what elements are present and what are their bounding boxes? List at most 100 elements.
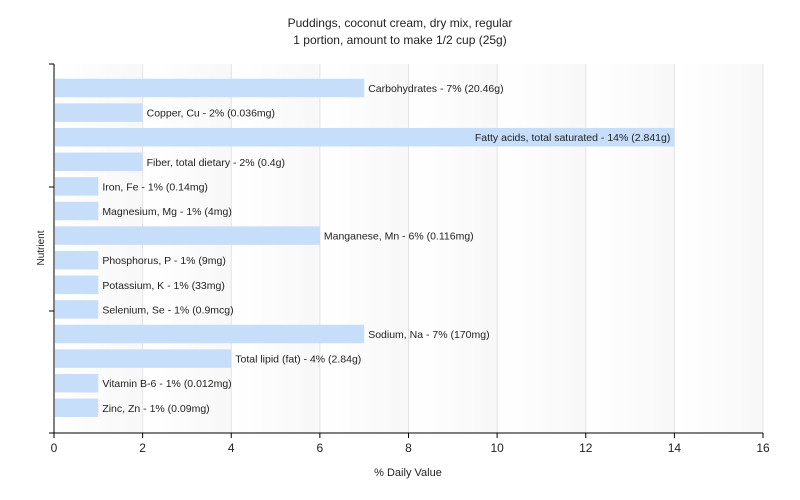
bar xyxy=(55,324,365,344)
bar xyxy=(55,300,99,319)
x-tick-label: 10 xyxy=(490,441,504,455)
bar-label: Sodium, Na - 7% (170mg) xyxy=(368,329,489,341)
plot-background-band xyxy=(223,64,232,433)
plot-background-band xyxy=(711,64,720,433)
plot-background-band xyxy=(637,64,646,433)
plot-background-band xyxy=(209,64,217,433)
plot-background-band xyxy=(696,64,705,433)
plot-background-band xyxy=(364,64,373,433)
plot-background-band xyxy=(231,64,240,433)
plot-background-band xyxy=(630,64,638,433)
plot-background-band xyxy=(600,64,609,433)
plot-background-band xyxy=(659,64,668,433)
plot-background-band xyxy=(607,64,616,433)
plot-background-band xyxy=(216,64,225,433)
bar xyxy=(55,349,232,368)
plot-background-band xyxy=(260,64,269,433)
plot-background-band xyxy=(120,64,129,433)
plot-background-band xyxy=(460,64,469,433)
plot-background-band xyxy=(570,64,579,433)
bar-label: Manganese, Mn - 6% (0.116mg) xyxy=(324,231,474,243)
bar-label: Iron, Fe - 1% (0.14mg) xyxy=(102,181,208,193)
plot-background-band xyxy=(482,64,491,433)
y-axis-label: Nutrient xyxy=(36,230,47,265)
bar-label: Fatty acids, total saturated - 14% (2.84… xyxy=(475,132,671,144)
plot-background-band xyxy=(438,64,446,433)
plot-background-band xyxy=(689,64,698,433)
bar-label: Phosphorus, P - 1% (9mg) xyxy=(102,255,226,267)
plot-background-band xyxy=(334,64,343,433)
bar-label: Magnesium, Mg - 1% (4mg) xyxy=(102,206,232,218)
plot-background-band xyxy=(378,64,387,433)
plot-background-band xyxy=(150,64,158,433)
plot-background-band xyxy=(445,64,454,433)
bar xyxy=(55,226,320,245)
plot-background-band xyxy=(733,64,742,433)
plot-background-band xyxy=(386,64,395,433)
plot-background-band xyxy=(135,64,144,433)
plot-background-band xyxy=(290,64,299,433)
plot-background-band xyxy=(194,64,203,433)
bar xyxy=(55,250,99,270)
plot-background-band xyxy=(504,64,513,433)
plot-background-band xyxy=(90,64,99,433)
bar-label: Selenium, Se - 1% (0.9mcg) xyxy=(102,304,233,316)
plot-background-band xyxy=(556,64,565,433)
plot-background-band xyxy=(401,64,409,433)
plot-background-band xyxy=(142,64,151,433)
plot-background-band xyxy=(157,64,166,433)
plot-background-band xyxy=(474,64,483,433)
plot-background-band xyxy=(415,64,424,433)
plot-background-band xyxy=(393,64,402,433)
plot-background-band xyxy=(585,64,594,433)
plot-background-band xyxy=(423,64,432,433)
bar xyxy=(55,275,99,295)
plot-background-band xyxy=(305,64,313,433)
bar-label: Potassium, K - 1% (33mg) xyxy=(102,280,225,292)
plot-background-band xyxy=(113,64,121,433)
plot-background-band xyxy=(578,64,587,433)
bar-label: Copper, Cu - 2% (0.036mg) xyxy=(147,108,275,120)
plot-background-band xyxy=(54,64,62,433)
plot-background-band xyxy=(127,64,136,433)
x-tick-label: 2 xyxy=(139,441,146,455)
plot-background-band xyxy=(430,64,439,433)
plot-background-band xyxy=(282,64,291,433)
plot-background-band xyxy=(718,64,727,433)
plot-background-band xyxy=(179,64,188,433)
plot-background-band xyxy=(452,64,461,433)
plot-background-band xyxy=(615,64,624,433)
plot-background-band xyxy=(297,64,306,433)
bar xyxy=(55,201,99,221)
plot-background-band xyxy=(593,64,602,433)
plot-background-band xyxy=(497,64,506,433)
plot-background-band xyxy=(83,64,92,433)
plot-background-band xyxy=(172,64,181,433)
plot-background-band xyxy=(98,64,107,433)
x-tick-label: 16 xyxy=(756,441,770,455)
plot-background-band xyxy=(703,64,712,433)
plot-background-band xyxy=(534,64,542,433)
bar xyxy=(55,103,143,122)
plot-background-band xyxy=(519,64,528,433)
plot-background-band xyxy=(467,64,476,433)
x-tick-label: 8 xyxy=(405,441,412,455)
bar-label: Fiber, total dietary - 2% (0.4g) xyxy=(147,157,285,169)
plot-background-band xyxy=(526,64,535,433)
plot-background-band xyxy=(644,64,653,433)
chart-subtitle: 1 portion, amount to make 1/2 cup (25g) xyxy=(293,33,507,47)
plot-background-band xyxy=(238,64,247,433)
plot-background-band xyxy=(356,64,365,433)
x-axis-label: % Daily Value xyxy=(374,467,442,479)
plot-background-band xyxy=(489,64,498,433)
plot-background-band xyxy=(511,64,520,433)
plot-background-band xyxy=(541,64,550,433)
plot-background-band xyxy=(740,64,749,433)
plot-background-band xyxy=(622,64,631,433)
bar xyxy=(55,127,675,147)
x-tick-label: 14 xyxy=(668,441,682,455)
plot-background-band xyxy=(548,64,557,433)
x-tick-label: 4 xyxy=(228,441,235,455)
chart-title: Puddings, coconut cream, dry mix, regula… xyxy=(287,16,513,30)
